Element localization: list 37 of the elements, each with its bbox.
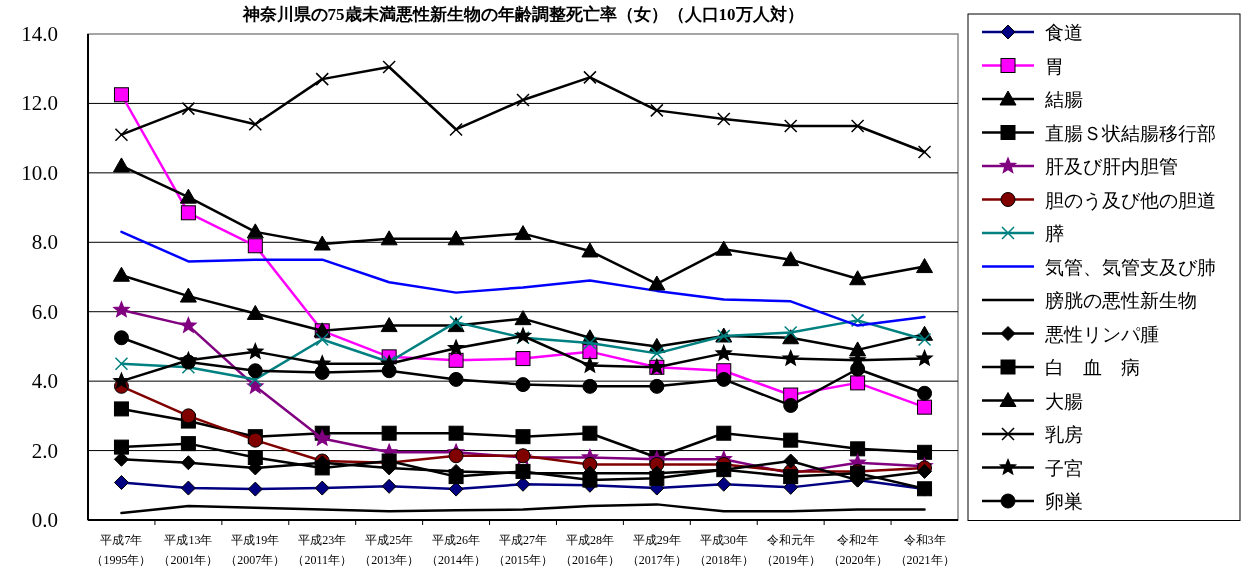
legend-label: 白 血 病 [1045,357,1140,378]
legend-label: 卵巣 [1045,491,1083,512]
x-tick-label: 令和2年（2020年） [827,533,888,567]
chart-title: 神奈川県の75歳未満悪性新生物の年齢調整死亡率（女）（人口10万人対） [241,5,804,24]
legend-label: 子宮 [1045,457,1083,479]
y-tick-label: 4.0 [31,369,58,394]
y-tick-label: 6.0 [31,299,58,324]
y-tick-label: 2.0 [31,438,58,463]
x-tick-label: 平成26年（2014年） [426,533,487,567]
legend-label: 膵 [1045,223,1064,244]
legend-label: 胃 [1045,55,1064,77]
x-tick-label: 平成19年（2007年） [225,533,286,567]
legend-label: 乳房 [1045,424,1083,445]
legend-label: 食道 [1045,22,1083,43]
x-tick-label: 令和元年（2019年） [760,533,821,567]
y-tick-label: 12.0 [21,91,58,116]
y-tick-label: 8.0 [31,230,58,255]
y-tick-label: 14.0 [21,22,58,46]
x-tick-label: 平成27年（2015年） [493,533,553,567]
legend-label: 大腸 [1045,390,1083,412]
legend-label: 直腸Ｓ状結腸移行部 [1045,122,1216,144]
legend-label: 悪性リンパ腫 [1044,323,1159,345]
legend-label: 結腸 [1044,89,1083,110]
y-tick-label: 10.0 [21,160,58,185]
x-tick-label: 平成29年（2017年） [626,533,687,567]
x-tick-label: 令和3年（2021年） [894,533,955,567]
legend-label: 胆のう及び他の胆道 [1045,189,1216,211]
legend-label: 肝及び肝内胆管 [1045,156,1178,177]
x-tick-label: 平成7年（1995年） [91,533,152,567]
x-tick-label: 平成13年（2001年） [158,533,219,567]
x-tick-label: 平成23年（2011年） [292,533,353,567]
y-tick-label: 0.0 [31,508,58,532]
x-tick-label: 平成25年（2013年） [359,533,420,567]
x-tick-label: 平成28年（2016年） [559,533,620,567]
legend-label: 気管、気管支及び肺 [1045,256,1216,278]
x-tick-label: 平成30年（2018年） [693,533,754,567]
legend-label: 膀胱の悪性新生物 [1045,290,1197,311]
